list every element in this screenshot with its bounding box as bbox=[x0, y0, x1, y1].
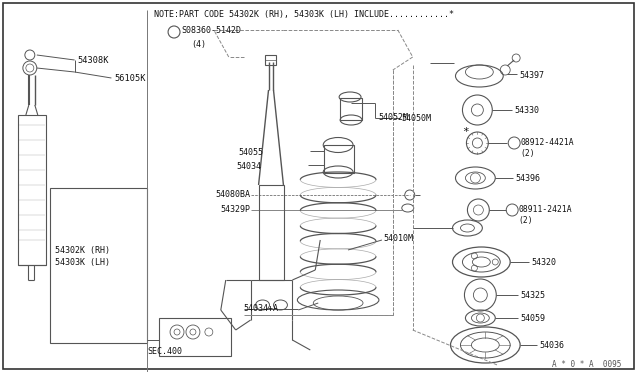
Text: 54059: 54059 bbox=[520, 314, 545, 323]
Text: 54397: 54397 bbox=[519, 71, 544, 80]
Bar bbox=[50, 188, 147, 343]
Text: *: * bbox=[463, 127, 469, 137]
Text: SEC.400: SEC.400 bbox=[147, 347, 182, 356]
Text: 54303K (LH): 54303K (LH) bbox=[54, 258, 109, 267]
Text: 54080BA: 54080BA bbox=[216, 190, 251, 199]
Text: 54052M: 54052M bbox=[378, 113, 408, 122]
Text: 54325: 54325 bbox=[520, 291, 545, 300]
Bar bbox=[324, 145, 354, 173]
Text: 54320: 54320 bbox=[531, 258, 556, 267]
Text: 08911-2421A: 08911-2421A bbox=[518, 205, 572, 214]
Text: A * 0 * A  0095: A * 0 * A 0095 bbox=[552, 360, 621, 369]
Bar bbox=[264, 55, 276, 65]
Text: (4): (4) bbox=[191, 40, 206, 49]
Text: (2): (2) bbox=[518, 216, 532, 225]
Text: 54010M: 54010M bbox=[383, 234, 413, 243]
Text: S08360-5142D: S08360-5142D bbox=[181, 26, 241, 35]
Text: 56105K: 56105K bbox=[115, 74, 146, 83]
Text: 54302K (RH): 54302K (RH) bbox=[54, 246, 109, 255]
Text: 54308K: 54308K bbox=[77, 56, 109, 65]
Text: 54034+A: 54034+A bbox=[244, 304, 278, 313]
Bar bbox=[18, 115, 45, 265]
Text: 54050M: 54050M bbox=[402, 114, 432, 123]
Text: 54055: 54055 bbox=[239, 148, 264, 157]
Bar bbox=[259, 185, 284, 280]
Text: NOTE:PART CODE 54302K (RH), 54303K (LH) INCLUDE............*: NOTE:PART CODE 54302K (RH), 54303K (LH) … bbox=[154, 10, 454, 19]
Text: 54329P: 54329P bbox=[221, 205, 251, 214]
Bar bbox=[159, 318, 231, 356]
Text: 08912-4421A: 08912-4421A bbox=[520, 138, 574, 147]
Text: 54036: 54036 bbox=[539, 341, 564, 350]
Text: 54034: 54034 bbox=[237, 162, 262, 171]
Text: 54396: 54396 bbox=[515, 174, 540, 183]
Text: (2): (2) bbox=[520, 149, 535, 158]
Text: 54330: 54330 bbox=[514, 106, 539, 115]
Bar bbox=[340, 98, 362, 120]
